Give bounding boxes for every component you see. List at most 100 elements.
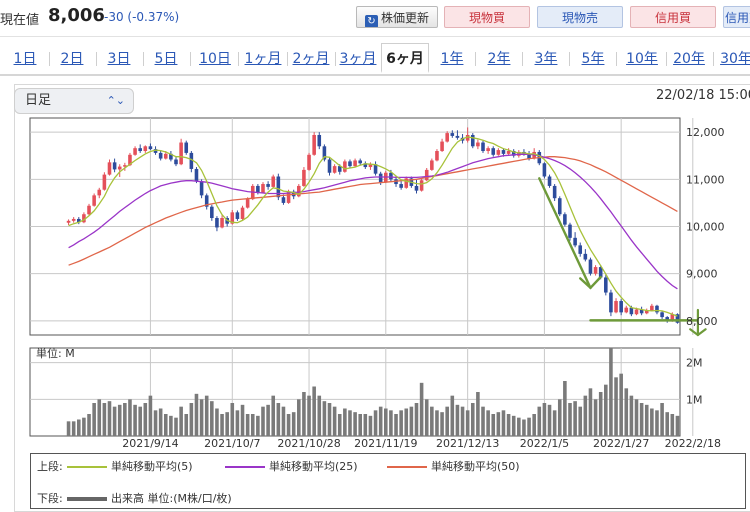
tab-3d[interactable]: 3日 bbox=[107, 51, 131, 67]
volume-bar bbox=[312, 386, 316, 436]
candle-body bbox=[210, 206, 214, 219]
candle bbox=[87, 203, 91, 216]
volume-bar bbox=[97, 399, 102, 436]
tab-10y[interactable]: 10年 bbox=[626, 51, 658, 67]
candle-body bbox=[430, 160, 434, 170]
legend-ma50: 単純移動平均(50) bbox=[387, 458, 520, 474]
volume-bar bbox=[593, 399, 598, 436]
candle-body bbox=[112, 162, 117, 170]
candle bbox=[435, 149, 439, 162]
volume-bar bbox=[670, 414, 675, 436]
candle bbox=[174, 156, 178, 167]
volume-bar bbox=[77, 419, 81, 436]
tab-2d[interactable]: 2日 bbox=[60, 51, 84, 67]
tab-5d[interactable]: 5日 bbox=[154, 51, 178, 67]
tab-2m[interactable]: 2ヶ月 bbox=[292, 51, 330, 67]
spot-buy-button[interactable]: 現物買 bbox=[444, 6, 530, 28]
candle-body bbox=[619, 301, 623, 313]
candle-body bbox=[568, 224, 572, 238]
volume-bar bbox=[455, 404, 460, 436]
volume-bar bbox=[66, 421, 71, 436]
candle bbox=[486, 146, 490, 154]
candle-body bbox=[332, 166, 337, 173]
volume-bar bbox=[199, 399, 204, 436]
volume-bar bbox=[424, 399, 429, 436]
price-grid bbox=[29, 117, 694, 336]
margin-sell-button[interactable]: 信用売 bbox=[723, 6, 750, 28]
candle bbox=[542, 162, 547, 179]
candle-body bbox=[169, 153, 173, 160]
volume-bar bbox=[409, 406, 414, 436]
updown-chevron-icon: ⌃⌄ bbox=[106, 94, 125, 107]
refresh-icon: ↻ bbox=[364, 15, 378, 27]
candle-body bbox=[609, 292, 613, 313]
candle bbox=[138, 144, 142, 153]
candle-body bbox=[496, 150, 501, 155]
spot-sell-button[interactable]: 現物売 bbox=[537, 6, 623, 28]
tab-30y[interactable]: 30年 bbox=[720, 51, 750, 67]
tab-2y[interactable]: 2年 bbox=[487, 51, 511, 67]
volume-bar bbox=[174, 417, 178, 436]
candle bbox=[450, 130, 455, 138]
candle-body bbox=[644, 310, 649, 314]
margin-buy-button[interactable]: 信用買 bbox=[630, 6, 716, 28]
interval-select[interactable]: 日足 ⌃⌄ bbox=[14, 88, 134, 114]
candle-body bbox=[455, 135, 460, 138]
candle-body bbox=[542, 163, 547, 177]
candle bbox=[399, 181, 403, 190]
candle bbox=[66, 219, 71, 226]
candle-body bbox=[102, 174, 107, 190]
volume-bar bbox=[189, 403, 194, 436]
candle-body bbox=[629, 307, 634, 315]
candle bbox=[148, 143, 153, 151]
volume-bar bbox=[204, 395, 209, 436]
tab-3y[interactable]: 3年 bbox=[534, 51, 558, 67]
volume-bar bbox=[414, 403, 419, 436]
tab-20y[interactable]: 20年 bbox=[673, 51, 705, 67]
candle-body bbox=[506, 151, 511, 154]
tab-6m[interactable]: 6ヶ月 bbox=[381, 43, 429, 73]
candle-body bbox=[353, 160, 357, 167]
candle-body bbox=[107, 162, 112, 175]
tab-1d[interactable]: 1日 bbox=[13, 51, 37, 67]
candle-body bbox=[660, 312, 664, 318]
volume-bar bbox=[276, 403, 281, 436]
candle-body bbox=[639, 309, 644, 314]
candle-body bbox=[163, 153, 168, 159]
candle bbox=[491, 146, 496, 157]
volume-bar bbox=[501, 410, 506, 436]
candle-body bbox=[297, 185, 301, 197]
volume-bar bbox=[481, 406, 485, 436]
volume-bar bbox=[297, 399, 301, 436]
candlesticks bbox=[66, 127, 680, 324]
tab-5y[interactable]: 5年 bbox=[581, 51, 605, 67]
volume-bar bbox=[281, 406, 286, 436]
candle bbox=[307, 152, 311, 171]
candle-body bbox=[117, 166, 122, 170]
volume-bar bbox=[573, 401, 577, 436]
candle-body bbox=[307, 154, 311, 170]
volume-bar bbox=[179, 406, 183, 436]
y-tick-label: 12,000 bbox=[686, 126, 725, 139]
volume-bar bbox=[568, 403, 572, 436]
tab-1y[interactable]: 1年 bbox=[440, 51, 464, 67]
tab-10d[interactable]: 10日 bbox=[199, 51, 231, 67]
candle bbox=[639, 306, 644, 316]
candle-body bbox=[245, 199, 250, 208]
candle-body bbox=[92, 195, 96, 206]
candle bbox=[363, 161, 368, 169]
tab-3m[interactable]: 3ヶ月 bbox=[339, 51, 377, 67]
volume-bar bbox=[133, 404, 137, 436]
candle-body bbox=[337, 166, 342, 172]
candle bbox=[266, 181, 270, 190]
candle bbox=[312, 132, 316, 156]
candle bbox=[123, 162, 127, 171]
candle bbox=[496, 148, 501, 156]
volume-bar bbox=[470, 403, 475, 436]
volume-bar bbox=[557, 399, 562, 436]
volume-bar bbox=[675, 415, 680, 436]
candle-body bbox=[312, 134, 316, 155]
tab-1m[interactable]: 1ヶ月 bbox=[244, 51, 282, 67]
refresh-price-button[interactable]: ↻ 株価更新 bbox=[356, 6, 438, 28]
volume-bar bbox=[368, 415, 373, 436]
